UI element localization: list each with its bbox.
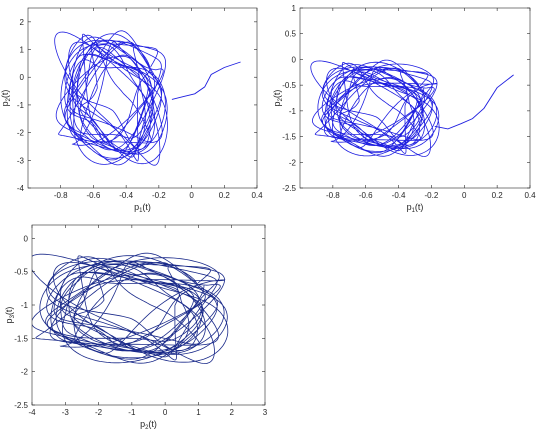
x-tick-label: 0.4 (251, 191, 263, 200)
plot-frame-3 (31, 224, 266, 406)
attractor-line-1-1 (54, 30, 168, 166)
y-axis-label: p3(t) (4, 307, 16, 324)
y-tick-label: -1 (21, 301, 29, 310)
y-tick-label: 2 (20, 18, 25, 27)
y-axis-label: p2(t) (0, 90, 12, 107)
panel-1: -0.8 -0.6 -0.4 -0.2 0 0.2 0.4 2 1 0 -1 -2 -3 -4 p1(t) p… (0, 7, 263, 214)
x-tick-label: 0.4 (524, 191, 536, 200)
x-tick-label: -0.8 (326, 191, 340, 200)
y-tick-label: -2 (289, 158, 297, 167)
x-tick-label: -0.4 (392, 191, 406, 200)
x-tick-label: -0.8 (54, 191, 68, 200)
x-tick-label: -0.6 (87, 191, 101, 200)
y-axis-label: p2(t) (272, 90, 284, 107)
x-axis-label: p2(t) (140, 419, 157, 431)
transient-line-2-1 (434, 74, 514, 130)
x-tick-label: 0 (163, 408, 168, 417)
y-tick-label: -2 (17, 129, 25, 138)
x-tick-label: 3 (263, 408, 268, 417)
y-tick-label: -1 (289, 107, 297, 116)
y-tick-label: 1 (20, 46, 25, 55)
y-tick-label: -2.5 (14, 401, 28, 410)
x-tick-label: 0 (462, 191, 467, 200)
y-tick-label: -0.5 (282, 81, 296, 90)
x-tick-label: -3 (62, 408, 70, 417)
y-tick-label: 0.5 (285, 30, 297, 39)
y-tick-label: -3 (17, 156, 25, 165)
plot-frame-2 (299, 7, 531, 189)
plot-frame-1 (27, 7, 258, 189)
x-tick-label: -0.2 (152, 191, 166, 200)
x-tick-label: 1 (196, 408, 201, 417)
attractor-line-3-1 (32, 252, 229, 364)
y-tick-label: -1 (17, 101, 25, 110)
y-tick-label: 0 (24, 234, 29, 243)
x-tick-label: -4 (28, 408, 36, 417)
x-tick-label: -2 (95, 408, 103, 417)
x-tick-label: -0.4 (119, 191, 133, 200)
panel-2: -0.8 -0.6 -0.4 -0.2 0 0.2 0.4 1 0.5 0 -0.5 -1 -1.5 -2… (272, 4, 536, 214)
x-tick-label: 0.2 (492, 191, 504, 200)
y-tick-label: -1.5 (282, 133, 296, 142)
panel-3: -4 -3 -2 -1 0 1 2 3 0 -0.5 -1 -1.5 -2 -2.5 p2(t) p3(t) (4, 224, 268, 431)
transient-line-1-1 (171, 61, 241, 100)
x-axis-label: p1(t) (407, 202, 424, 214)
y-tick-label: -2.5 (282, 184, 296, 193)
x-tick-label: -0.6 (359, 191, 373, 200)
y-tick-label: 1 (292, 4, 297, 13)
x-tick-label: 2 (229, 408, 234, 417)
y-tick-label: -4 (17, 184, 25, 193)
x-tick-label: -1 (128, 408, 136, 417)
x-axis-label: p1(t) (134, 202, 151, 214)
y-tick-label: -0.5 (14, 268, 28, 277)
x-tick-label: 0 (189, 191, 194, 200)
x-tick-label: -0.2 (425, 191, 439, 200)
x-tick-label: 0.2 (219, 191, 231, 200)
y-tick-label: 0 (292, 55, 297, 64)
y-tick-label: 0 (20, 73, 25, 82)
attractor-line-2-1 (310, 59, 440, 157)
y-tick-label: -2 (21, 368, 29, 377)
y-tick-label: -1.5 (14, 334, 28, 343)
